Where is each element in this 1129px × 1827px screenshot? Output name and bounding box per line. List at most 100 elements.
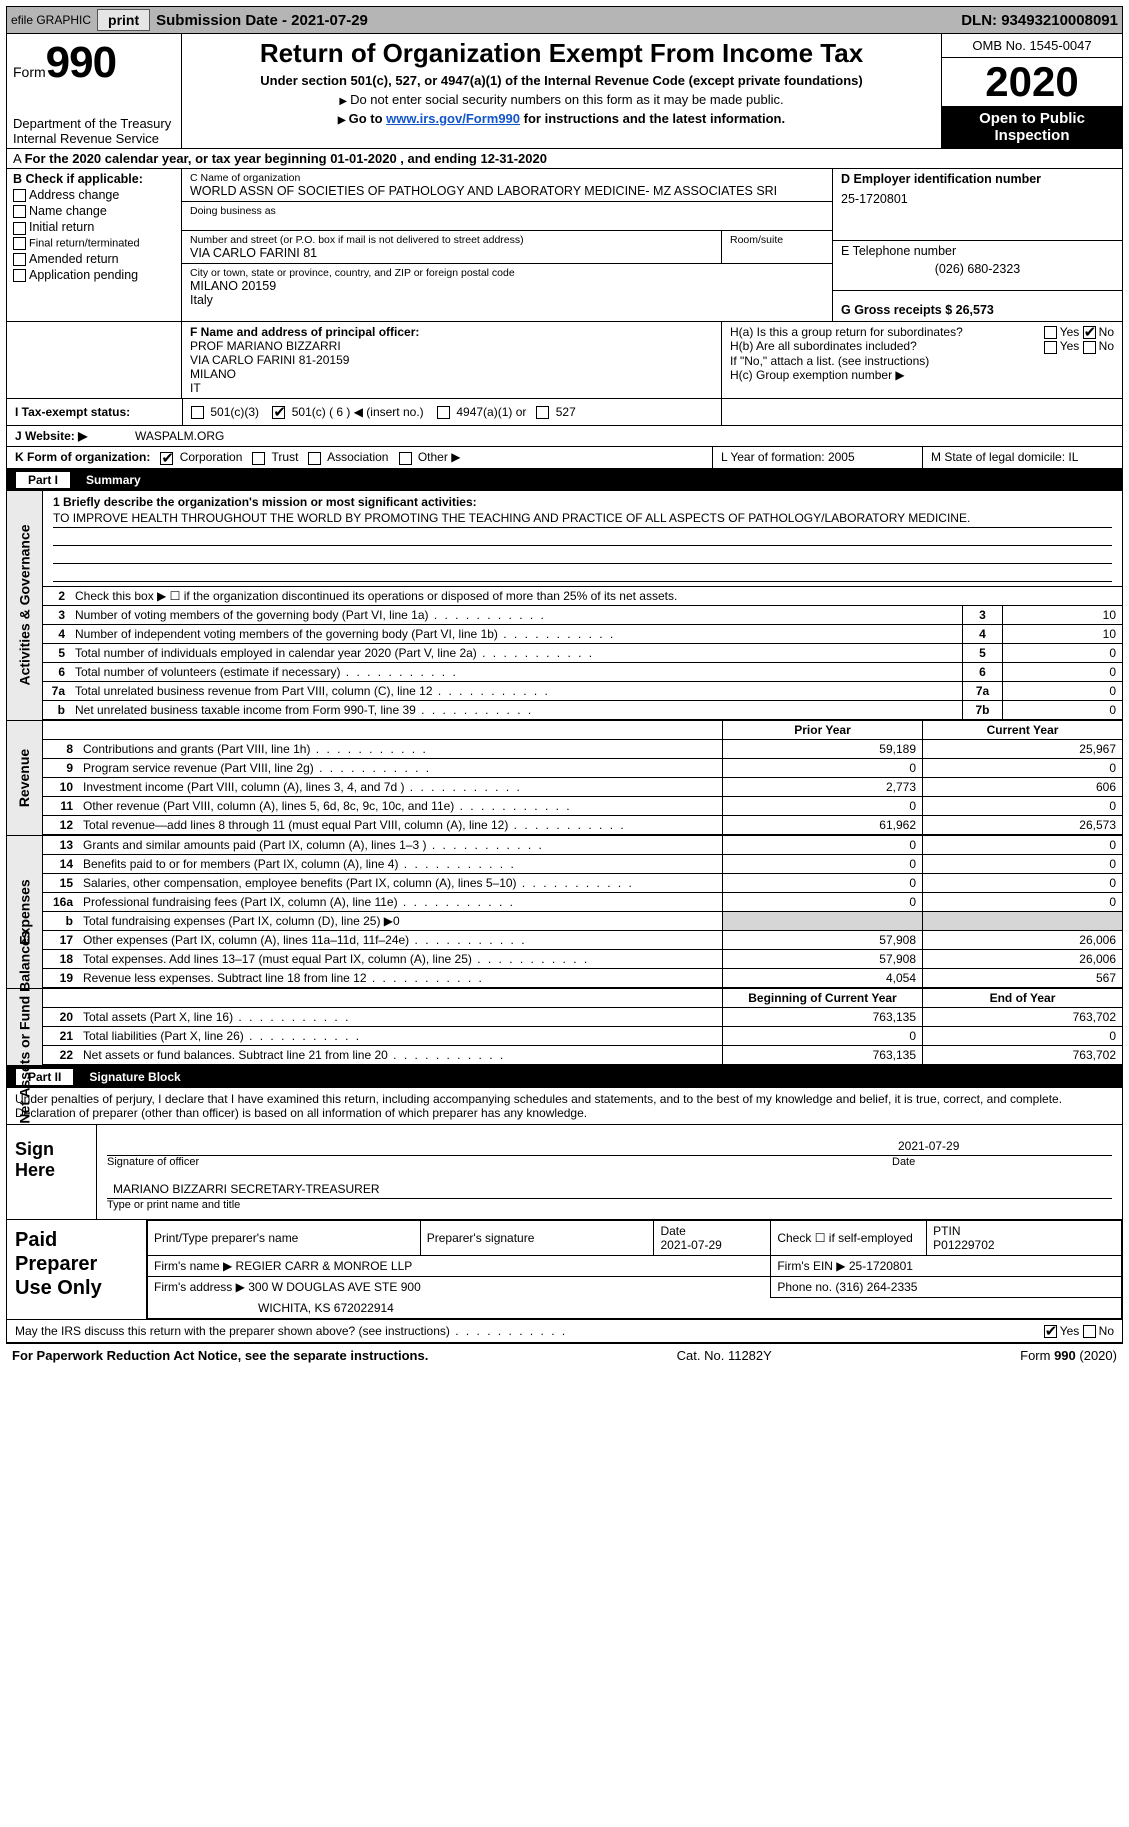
cat-no: Cat. No. 11282Y xyxy=(677,1348,772,1363)
netassets-row: 20Total assets (Part X, line 16)763,1357… xyxy=(43,1008,1122,1027)
revenue-row: 12Total revenue—add lines 8 through 11 (… xyxy=(43,816,1122,835)
efile-label: efile GRAPHIC xyxy=(11,13,91,27)
signature-block: Under penalties of perjury, I declare th… xyxy=(6,1088,1123,1343)
expense-row: 14Benefits paid to or for members (Part … xyxy=(43,855,1122,874)
chk-name-change[interactable]: Name change xyxy=(27,204,175,218)
preparer-table: Print/Type preparer's name Preparer's si… xyxy=(147,1220,1122,1319)
c-name-label: C Name of organization xyxy=(190,172,824,184)
expense-row: 17Other expenses (Part IX, column (A), l… xyxy=(43,931,1122,950)
hc-label: H(c) Group exemption number ▶ xyxy=(730,368,1114,382)
activity-row: bNet unrelated business taxable income f… xyxy=(43,701,1122,720)
ein-value: 25-1720801 xyxy=(841,192,1114,206)
self-employed-head: Check ☐ if self-employed xyxy=(771,1220,927,1255)
street-address: VIA CARLO FARINI 81 xyxy=(190,246,713,260)
form-note1: Do not enter social security numbers on … xyxy=(192,92,931,107)
f-label: F Name and address of principal officer: xyxy=(190,325,713,339)
h-note: If "No," attach a list. (see instruction… xyxy=(730,354,1114,368)
paid-preparer-block: Paid Preparer Use Only Print/Type prepar… xyxy=(7,1219,1122,1319)
form-word: Form xyxy=(13,64,46,80)
discuss-row: May the IRS discuss this return with the… xyxy=(7,1319,1122,1342)
form-990-number: 990 xyxy=(46,38,116,87)
activity-row: 6Total number of volunteers (estimate if… xyxy=(43,663,1122,682)
chk-address-change[interactable]: Address change xyxy=(27,188,175,202)
col-b: B Check if applicable: Address change Na… xyxy=(7,169,182,321)
section-f-h: F Name and address of principal officer:… xyxy=(6,322,1123,399)
form-note2: Go to www.irs.gov/Form990 for instructio… xyxy=(192,111,931,126)
q1-label: 1 Briefly describe the organization's mi… xyxy=(53,495,1112,509)
j-label: J Website: ▶ xyxy=(7,426,127,446)
room-label: Room/suite xyxy=(730,234,824,246)
footer: For Paperwork Reduction Act Notice, see … xyxy=(6,1343,1123,1367)
section-b-g: B Check if applicable: Address change Na… xyxy=(6,169,1123,322)
expenses-section: Expenses 13Grants and similar amounts pa… xyxy=(6,836,1123,989)
form-number: Form990 xyxy=(13,38,175,88)
netassets-row: 22Net assets or fund balances. Subtract … xyxy=(43,1046,1122,1065)
hb-answer: Yes No xyxy=(1044,339,1114,353)
expense-row: 13Grants and similar amounts paid (Part … xyxy=(43,836,1122,855)
sig-officer-label: Signature of officer xyxy=(107,1156,892,1168)
d-label: D Employer identification number xyxy=(841,172,1114,186)
firm-addr2: WICHITA, KS 672022914 xyxy=(148,1297,1122,1318)
activity-row: 3Number of voting members of the governi… xyxy=(43,606,1122,625)
department-label: Department of the Treasury Internal Reve… xyxy=(13,116,175,146)
revenue-head: Prior Year Current Year xyxy=(43,721,1122,740)
col-c: C Name of organization WORLD ASSN OF SOC… xyxy=(182,169,832,321)
revenue-row: 8Contributions and grants (Part VIII, li… xyxy=(43,740,1122,759)
section-i: I Tax-exempt status: 501(c)(3) 501(c) ( … xyxy=(6,399,1123,426)
revenue-section: Revenue Prior Year Current Year 8Contrib… xyxy=(6,721,1123,836)
topbar-left: efile GRAPHIC print Submission Date - 20… xyxy=(11,9,368,31)
revenue-row: 11Other revenue (Part VIII, column (A), … xyxy=(43,797,1122,816)
activities-section: Activities & Governance 1 Briefly descri… xyxy=(6,491,1123,721)
beginning-year-head: Beginning of Current Year xyxy=(722,989,922,1007)
officer-lines: PROF MARIANO BIZZARRI VIA CARLO FARINI 8… xyxy=(190,339,713,395)
officer-name: MARIANO BIZZARRI SECRETARY-TREASURER xyxy=(107,1180,385,1198)
period-text: For the 2020 calendar year, or tax year … xyxy=(25,151,547,166)
sig-date-label: Date xyxy=(892,1156,1112,1168)
section-j: J Website: ▶ WASPALM.ORG xyxy=(6,426,1123,447)
prep-sig-head: Preparer's signature xyxy=(420,1220,654,1255)
sign-here-label: Sign Here xyxy=(7,1125,97,1219)
irs-link[interactable]: www.irs.gov/Form990 xyxy=(386,111,520,126)
mission-text: TO IMPROVE HEALTH THROUGHOUT THE WORLD B… xyxy=(53,509,1112,528)
expense-row: 19Revenue less expenses. Subtract line 1… xyxy=(43,969,1122,988)
chk-application[interactable]: Application pending xyxy=(27,268,175,282)
side-netassets: Net Assets or Fund Balances xyxy=(7,989,43,1065)
netassets-head: Beginning of Current Year End of Year xyxy=(43,989,1122,1008)
side-revenue: Revenue xyxy=(7,721,43,835)
org-name: WORLD ASSN OF SOCIETIES OF PATHOLOGY AND… xyxy=(190,184,824,198)
period-row: A For the 2020 calendar year, or tax yea… xyxy=(6,149,1123,169)
form-header: Form990 Department of the Treasury Inter… xyxy=(6,34,1123,149)
expense-row: 16aProfessional fundraising fees (Part I… xyxy=(43,893,1122,912)
section-k: K Form of organization: Corporation Trus… xyxy=(6,447,1123,468)
tax-year: 2020 xyxy=(942,58,1122,106)
form-title: Return of Organization Exempt From Incom… xyxy=(192,38,931,69)
activity-row: 5Total number of individuals employed in… xyxy=(43,644,1122,663)
omb-number: OMB No. 1545-0047 xyxy=(942,34,1122,58)
mission-block: 1 Briefly describe the organization's mi… xyxy=(43,491,1122,587)
hb-label: H(b) Are all subordinates included? xyxy=(730,339,917,353)
addr-label: Number and street (or P.O. box if mail i… xyxy=(190,234,713,246)
print-button[interactable]: print xyxy=(97,9,150,31)
phone-value: (026) 680-2323 xyxy=(841,262,1114,276)
chk-amended[interactable]: Amended return xyxy=(27,252,175,266)
city-value: MILANO 20159 Italy xyxy=(190,279,824,307)
chk-final-return[interactable]: Final return/terminated xyxy=(27,237,175,250)
current-year-head: Current Year xyxy=(922,721,1122,739)
expense-row: 15Salaries, other compensation, employee… xyxy=(43,874,1122,893)
h-box: H(a) Is this a group return for subordin… xyxy=(722,322,1122,398)
website-value: WASPALM.ORG xyxy=(127,426,232,446)
ha-label: H(a) Is this a group return for subordin… xyxy=(730,325,963,339)
end-year-head: End of Year xyxy=(922,989,1122,1007)
e-label: E Telephone number xyxy=(841,244,1114,258)
m-label: M State of legal domicile: IL xyxy=(922,447,1122,467)
expense-row: bTotal fundraising expenses (Part IX, co… xyxy=(43,912,1122,931)
chk-initial-return[interactable]: Initial return xyxy=(27,220,175,234)
sig-date: 2021-07-29 xyxy=(892,1137,1112,1155)
b-label: B Check if applicable: xyxy=(13,172,175,186)
part1-header: Part I Summary xyxy=(6,469,1123,491)
prep-name-head: Print/Type preparer's name xyxy=(148,1220,421,1255)
l-label: L Year of formation: 2005 xyxy=(712,447,922,467)
ha-answer: Yes No xyxy=(1044,325,1114,339)
q2-row: 2Check this box ▶ ☐ if the organization … xyxy=(43,587,1122,606)
side-activities: Activities & Governance xyxy=(7,491,43,720)
